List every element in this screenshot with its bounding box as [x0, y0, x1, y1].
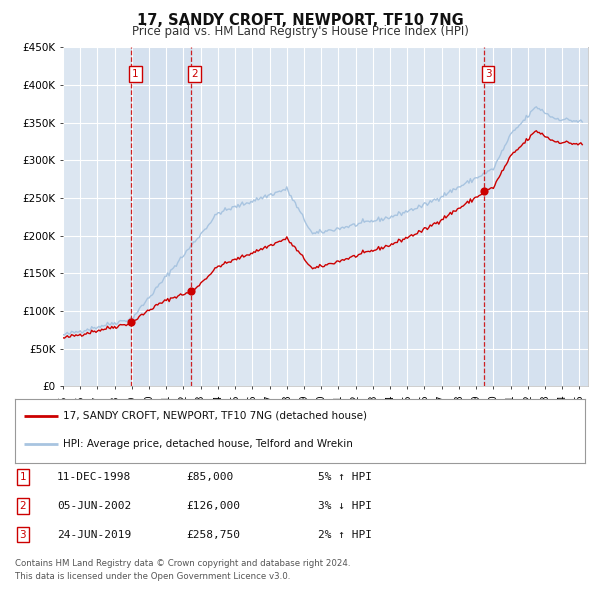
Text: 3: 3: [485, 68, 491, 78]
Text: Price paid vs. HM Land Registry's House Price Index (HPI): Price paid vs. HM Land Registry's House …: [131, 25, 469, 38]
Bar: [131, 47, 191, 386]
Text: 1: 1: [19, 472, 26, 481]
Text: 17, SANDY CROFT, NEWPORT, TF10 7NG (detached house): 17, SANDY CROFT, NEWPORT, TF10 7NG (deta…: [64, 411, 367, 421]
Point: [186, 287, 196, 296]
Text: £126,000: £126,000: [186, 501, 240, 510]
Point: [126, 317, 136, 327]
Text: 3% ↓ HPI: 3% ↓ HPI: [318, 501, 372, 510]
Text: 24-JUN-2019: 24-JUN-2019: [57, 530, 131, 539]
Text: Contains HM Land Registry data © Crown copyright and database right 2024.: Contains HM Land Registry data © Crown c…: [15, 559, 350, 568]
Text: £85,000: £85,000: [186, 472, 233, 481]
Text: 3: 3: [19, 530, 26, 539]
Text: 2% ↑ HPI: 2% ↑ HPI: [318, 530, 372, 539]
Text: 2: 2: [191, 68, 198, 78]
Text: This data is licensed under the Open Government Licence v3.0.: This data is licensed under the Open Gov…: [15, 572, 290, 581]
Point: [479, 186, 489, 196]
Text: 17, SANDY CROFT, NEWPORT, TF10 7NG: 17, SANDY CROFT, NEWPORT, TF10 7NG: [137, 13, 463, 28]
Text: 2: 2: [19, 501, 26, 510]
Text: 1: 1: [132, 68, 139, 78]
Text: 5% ↑ HPI: 5% ↑ HPI: [318, 472, 372, 481]
Text: 05-JUN-2002: 05-JUN-2002: [57, 501, 131, 510]
Bar: [484, 47, 588, 386]
Text: £258,750: £258,750: [186, 530, 240, 539]
Text: HPI: Average price, detached house, Telford and Wrekin: HPI: Average price, detached house, Telf…: [64, 439, 353, 449]
Text: 11-DEC-1998: 11-DEC-1998: [57, 472, 131, 481]
